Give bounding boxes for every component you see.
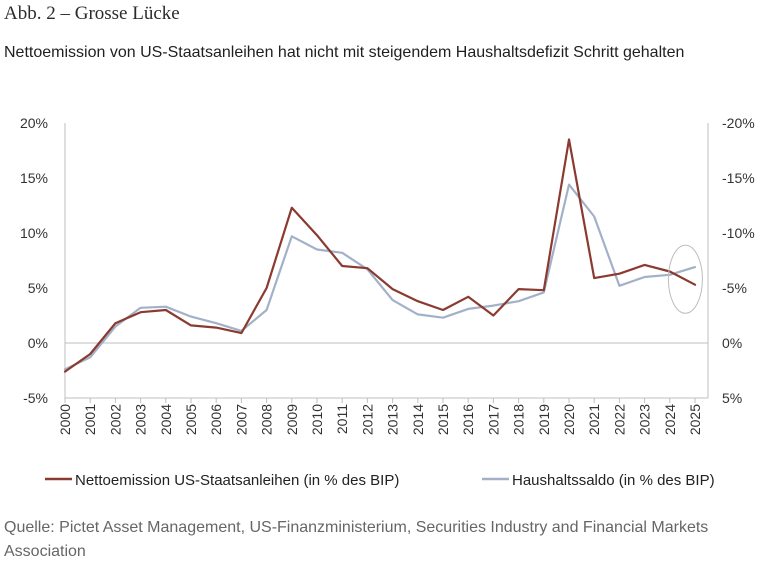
legend-label-nettoemission: Nettoemission US-Staatsanleihen (in % de… xyxy=(75,472,399,489)
axes-layer xyxy=(64,123,709,399)
x-tick-label: 2019 xyxy=(536,404,552,435)
left-tick-label: 5% xyxy=(28,280,48,296)
x-tick-label: 2006 xyxy=(208,404,224,435)
right-tick-label: -5% xyxy=(722,280,747,296)
annotation-layer xyxy=(667,244,703,314)
x-tick-label: 2020 xyxy=(561,404,577,435)
x-tick-label: 2013 xyxy=(385,404,401,435)
figure-label: Abb. 2 – Grosse Lücke xyxy=(4,3,180,24)
right-tick-label: 0% xyxy=(722,335,742,351)
x-axis-ticks: 2000 2001 2002 2003 2004 2005 2006 2007 2008 2009… xyxy=(57,398,703,435)
x-tick-label: 2001 xyxy=(82,404,98,435)
right-axis-ticks: -20% -15% -10% -5% 0% 5% xyxy=(722,115,755,406)
x-tick-label: 2010 xyxy=(309,404,325,435)
x-tick-label: 2012 xyxy=(359,404,375,435)
x-tick-label: 2024 xyxy=(662,404,678,435)
x-tick-label: 2004 xyxy=(158,404,174,435)
x-tick-label: 2025 xyxy=(687,404,703,435)
x-tick-label: 2009 xyxy=(284,404,300,435)
legend: Nettoemission US-Staatsanleihen (in % de… xyxy=(45,472,715,489)
x-tick-label: 2018 xyxy=(511,404,527,435)
right-tick-label: -15% xyxy=(722,170,755,186)
right-tick-label: -20% xyxy=(722,115,755,131)
x-tick-label: 2015 xyxy=(435,404,451,435)
chart-subtitle: Nettoemission von US-Staatsanleihen hat … xyxy=(4,44,685,61)
right-tick-label: 5% xyxy=(722,390,742,406)
x-tick-label: 2007 xyxy=(233,404,249,435)
series-line-haushaltssaldo xyxy=(63,183,697,371)
x-tick-label: 2021 xyxy=(586,404,602,435)
x-tick-label: 2022 xyxy=(611,404,627,435)
highlight-ellipse xyxy=(667,244,703,314)
x-tick-label: 2023 xyxy=(637,404,653,435)
x-tick-label: 2014 xyxy=(410,404,426,435)
line-chart: 20% 15% 10% 5% 0% -5% -20% -15% -10% -5% 0% 5% 200… xyxy=(20,115,755,489)
series-line-nettoemission xyxy=(63,138,697,373)
x-tick-label: 2000 xyxy=(57,404,73,435)
series-layer xyxy=(63,138,697,373)
left-tick-label: 15% xyxy=(20,170,48,186)
x-tick-label: 2016 xyxy=(460,404,476,435)
left-tick-label: 20% xyxy=(20,115,48,131)
legend-label-haushaltssaldo: Haushaltssaldo (in % des BIP) xyxy=(512,472,715,489)
right-tick-label: -10% xyxy=(722,225,755,241)
x-tick-label: 2017 xyxy=(485,404,501,435)
left-tick-label: -5% xyxy=(23,390,48,406)
left-tick-label: 0% xyxy=(28,335,48,351)
x-tick-label: 2005 xyxy=(183,404,199,435)
x-tick-label: 2003 xyxy=(133,404,149,435)
x-tick-label: 2008 xyxy=(259,404,275,435)
left-tick-label: 10% xyxy=(20,225,48,241)
source-note: Quelle: Pictet Asset Management, US-Fina… xyxy=(4,519,709,560)
x-tick-label: 2002 xyxy=(107,404,123,435)
x-tick-label: 2011 xyxy=(334,404,350,434)
left-axis-ticks: 20% 15% 10% 5% 0% -5% xyxy=(20,115,48,406)
